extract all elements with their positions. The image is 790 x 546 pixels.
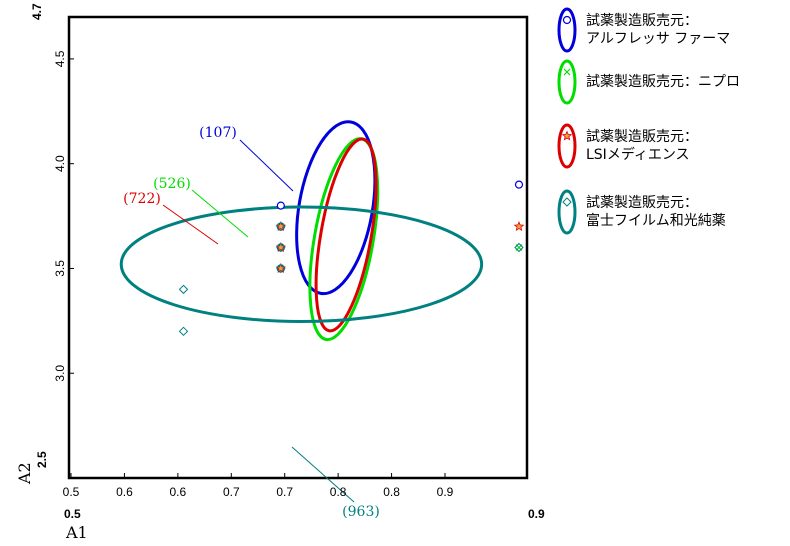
legend-label-line: LSIメディエンス xyxy=(586,146,690,163)
point-layer xyxy=(178,180,525,337)
data-point xyxy=(562,15,572,25)
confidence-ellipse-3 xyxy=(314,137,378,333)
legend-label-line: 富士フイルム和光純薬 xyxy=(586,212,726,229)
legend-label-2: 試薬製造販売元：ニプロ xyxy=(586,74,740,90)
ellipse-layer xyxy=(119,120,484,342)
plot-layer xyxy=(67,15,529,480)
data-point xyxy=(561,130,573,141)
x-tick-label: 0.7 xyxy=(276,485,293,499)
legend-label-line: アルフレッサ ファーマ xyxy=(586,31,730,47)
annotation-leader-2 xyxy=(191,189,249,238)
data-point xyxy=(276,221,286,232)
y-tick-label: 3.5 xyxy=(53,260,67,277)
data-point xyxy=(178,284,189,295)
y-axis-title: A2 xyxy=(15,462,34,485)
data-point xyxy=(513,220,525,232)
y-range-max-label: 4.7 xyxy=(30,3,44,20)
data-point xyxy=(562,197,572,207)
annotation-layer: (107) (526)(722) (963) xyxy=(123,125,380,520)
x-tick-label: 0.5 xyxy=(63,485,80,499)
x-range-max-label: 0.9 xyxy=(528,507,545,521)
annotation-leader-4 xyxy=(291,446,355,503)
tick-layer: 0.5 0.6 0.6 0.7 0.7 0.8 0.8 0.9 3.0 3.5 4.0 4.5 xyxy=(53,50,454,499)
confidence-ellipse-4 xyxy=(119,205,484,324)
legend-ellipse-4 xyxy=(557,189,577,235)
plot-frame xyxy=(67,15,529,480)
x-tick-label: 0.6 xyxy=(116,485,133,499)
data-point xyxy=(276,263,286,274)
data-point xyxy=(276,242,286,253)
x-axis-title: A1 xyxy=(65,523,88,542)
annotation-label-3: (722) xyxy=(123,191,161,207)
y-range-min-label: 2.5 xyxy=(35,451,49,468)
data-point xyxy=(514,180,524,189)
x-tick-label: 0.8 xyxy=(330,485,347,499)
annotation-leader-3 xyxy=(162,204,219,245)
legend-label-line: 試薬製造販売元：ニプロ xyxy=(586,74,740,90)
legend-label-line: 試薬製造販売元： xyxy=(586,129,698,145)
y-tick-label: 3.0 xyxy=(53,365,67,382)
confidence-ellipse-1 xyxy=(295,120,377,296)
x-tick-label: 0.8 xyxy=(383,485,400,499)
x-tick-label: 0.6 xyxy=(170,485,187,499)
x-tick-label: 0.9 xyxy=(437,485,454,499)
x-range-min-label: 0.5 xyxy=(64,507,81,521)
annotation-label-1: (107) xyxy=(199,125,237,141)
data-point xyxy=(276,201,285,210)
legend-label-3: 試薬製造販売元： LSIメディエンス xyxy=(586,129,698,163)
annotation-leader-1 xyxy=(239,139,294,192)
y-tick-label: 4.0 xyxy=(53,155,67,172)
annotation-label-4: (963) xyxy=(342,504,380,520)
data-point xyxy=(514,242,524,253)
legend-label-line: 試薬製造販売元： xyxy=(586,195,698,211)
legend-label-4: 試薬製造販売元：富士フイルム和光純薬 xyxy=(586,195,726,229)
annotation-label-2: (526) xyxy=(153,176,191,192)
legend-ellipse-1 xyxy=(557,7,577,53)
x-tick-label: 0.7 xyxy=(223,485,240,499)
y-tick-label: 4.5 xyxy=(53,50,67,67)
legend-ellipse-3 xyxy=(557,123,577,169)
legend-ellipse-2 xyxy=(557,59,577,105)
data-point xyxy=(563,68,571,76)
data-point xyxy=(178,326,189,337)
legend-label-1: 試薬製造販売元： アルフレッサ ファーマ xyxy=(586,13,730,47)
legend-label-line: 試薬製造販売元： xyxy=(586,13,698,29)
